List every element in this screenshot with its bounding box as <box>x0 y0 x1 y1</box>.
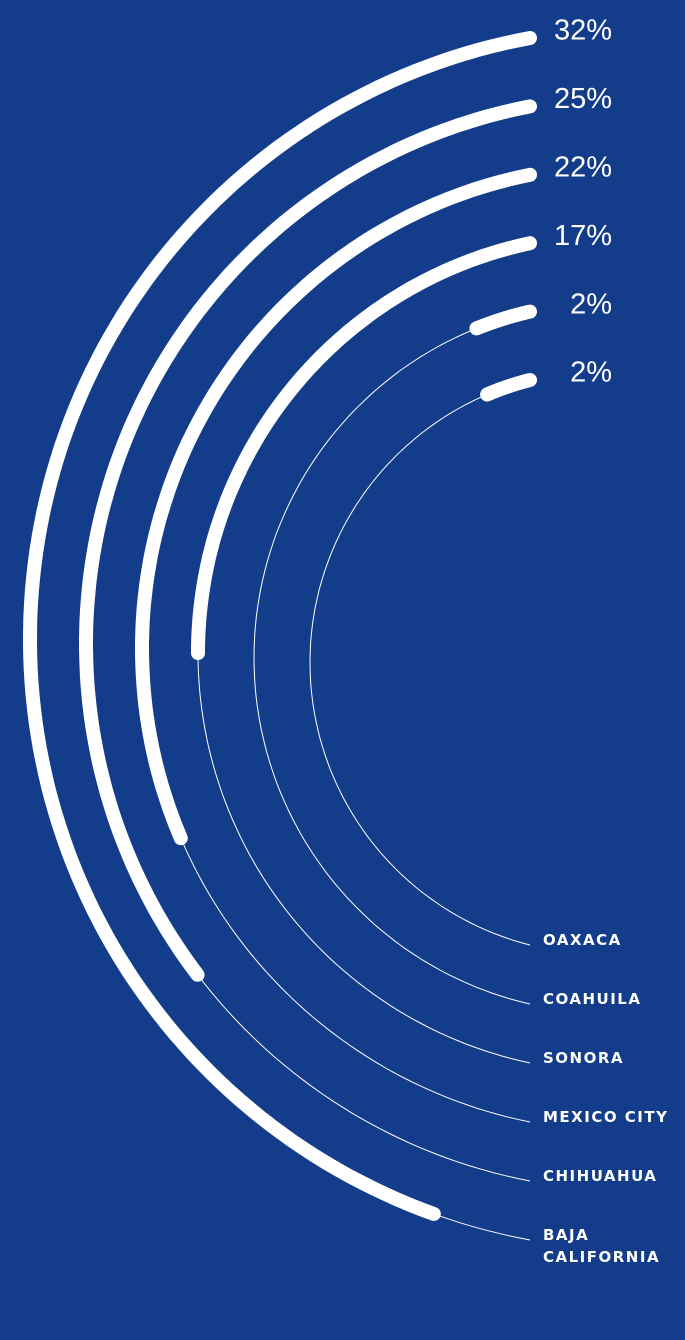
value-label: 2% <box>570 288 612 320</box>
category-label: OAXACA <box>543 931 622 949</box>
track <box>197 242 531 1064</box>
category-label: CHIHUAHUA <box>543 1167 658 1185</box>
bar <box>135 167 537 846</box>
value-label: 32% <box>554 15 612 47</box>
value-label: 2% <box>570 357 612 389</box>
category-label: MEXICO CITY <box>543 1108 669 1126</box>
category-label: BAJA CALIFORNIA <box>543 1226 661 1266</box>
category-label: SONORA <box>543 1049 625 1067</box>
bar <box>191 236 537 661</box>
bar <box>22 31 537 1221</box>
bar <box>469 304 537 336</box>
value-label: 22% <box>554 151 612 183</box>
category-label: COAHUILA <box>543 990 642 1008</box>
bar <box>79 99 537 982</box>
track <box>253 311 531 1005</box>
bar <box>480 373 537 402</box>
track <box>309 379 531 946</box>
value-label: 25% <box>554 83 612 115</box>
value-label: 17% <box>554 220 612 252</box>
